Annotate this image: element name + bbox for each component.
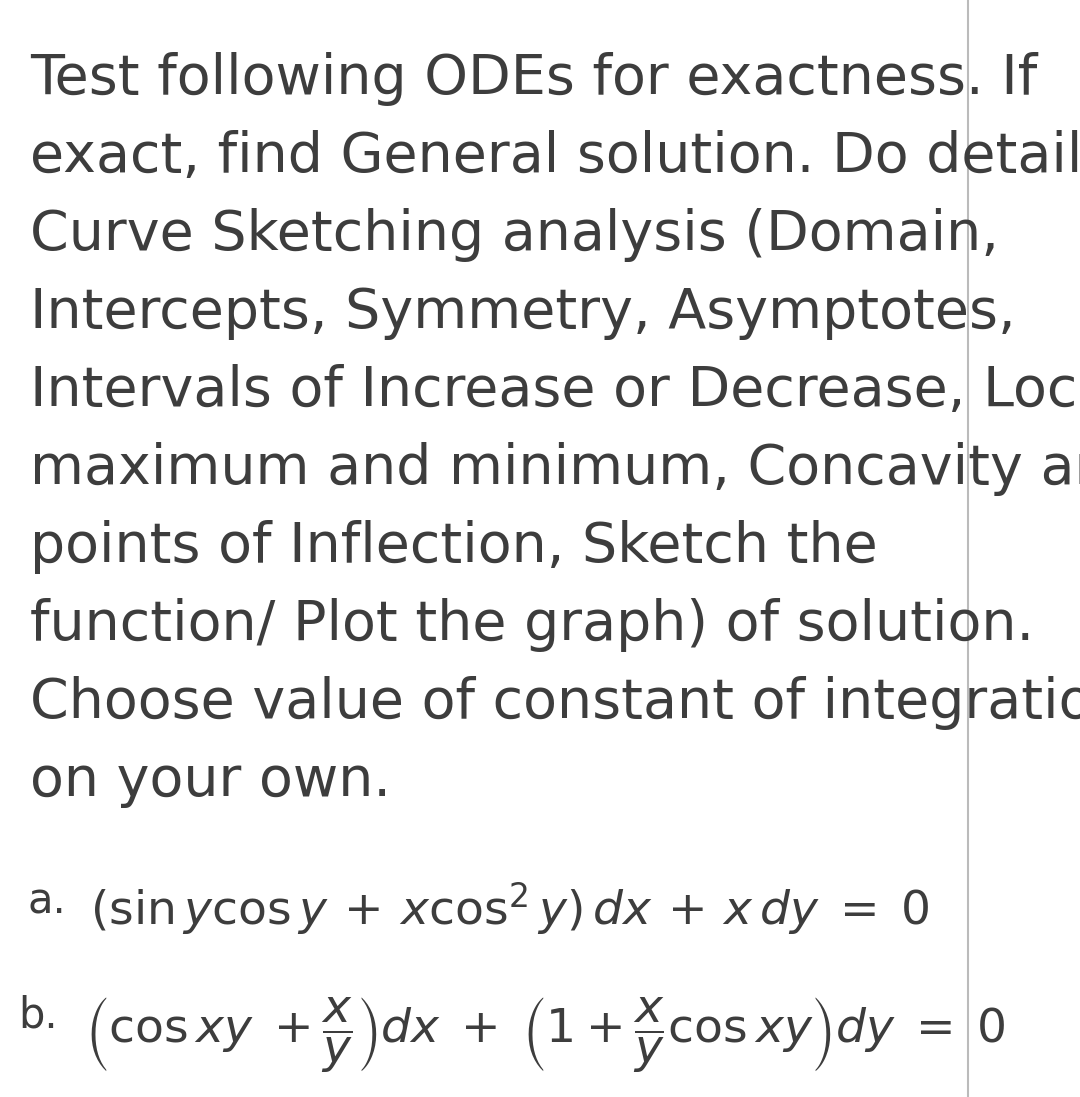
Text: b.: b. — [18, 995, 57, 1037]
Text: Intercepts, Symmetry, Asymptotes,: Intercepts, Symmetry, Asymptotes, — [30, 286, 1015, 340]
Text: exact, find General solution. Do detailed: exact, find General solution. Do detaile… — [30, 131, 1080, 184]
Text: $(\sin y \cos y\, +\, x\cos^2 y)\,dx\, +\, x\, dy\; =\; 0$: $(\sin y \cos y\, +\, x\cos^2 y)\,dx\, +… — [90, 880, 930, 937]
Text: maximum and minimum, Concavity and: maximum and minimum, Concavity and — [30, 442, 1080, 496]
Text: points of Inflection, Sketch the: points of Inflection, Sketch the — [30, 520, 878, 574]
Text: Choose value of constant of integration: Choose value of constant of integration — [30, 676, 1080, 730]
Text: Test following ODEs for exactness. If: Test following ODEs for exactness. If — [30, 52, 1037, 106]
Text: Intervals of Increase or Decrease, Local: Intervals of Increase or Decrease, Local — [30, 364, 1080, 418]
Text: function/ Plot the graph) of solution.: function/ Plot the graph) of solution. — [30, 598, 1035, 652]
Text: a.: a. — [28, 880, 67, 921]
Text: $\left(\cos xy\; +\dfrac{x}{y}\right)dx\; +\; \left(1 + \dfrac{x}{y}\cos xy\righ: $\left(\cos xy\; +\dfrac{x}{y}\right)dx\… — [85, 995, 1005, 1074]
Text: Curve Sketching analysis (Domain,: Curve Sketching analysis (Domain, — [30, 208, 999, 262]
Text: on your own.: on your own. — [30, 754, 391, 808]
